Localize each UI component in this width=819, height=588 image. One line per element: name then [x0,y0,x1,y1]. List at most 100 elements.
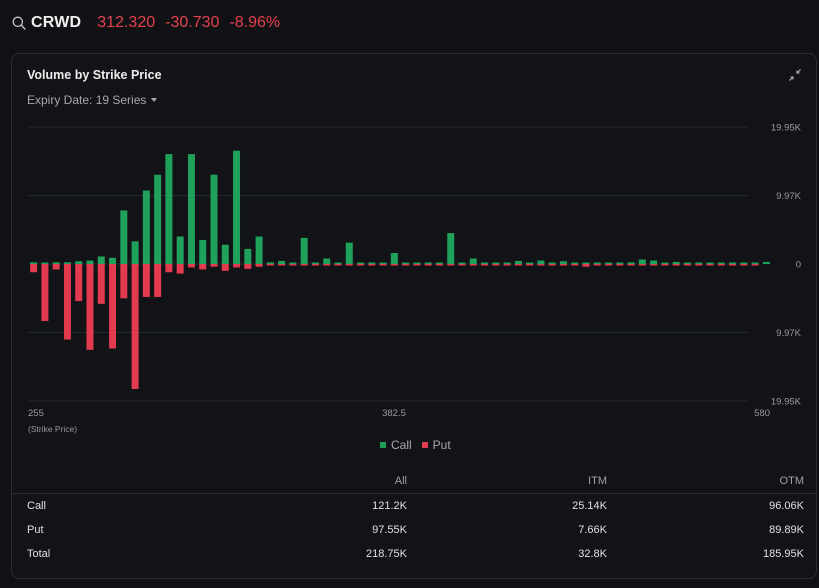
legend-item-call[interactable]: Call [380,438,412,452]
call-bar[interactable] [63,262,71,264]
put-bar[interactable] [571,264,579,266]
ticker-symbol[interactable]: CRWD [31,14,82,31]
call-bar[interactable] [52,262,60,264]
put-bar[interactable] [683,264,691,266]
call-bar[interactable] [165,154,173,264]
put-bar[interactable] [30,264,38,273]
call-bar[interactable] [221,244,229,264]
call-bar[interactable] [199,239,207,264]
put-bar[interactable] [413,264,421,266]
call-bar[interactable] [537,260,545,264]
put-bar[interactable] [661,264,669,266]
put-bar[interactable] [537,264,545,266]
put-bar[interactable] [672,264,680,266]
put-bar[interactable] [97,264,105,304]
put-bar[interactable] [289,264,297,266]
put-bar[interactable] [300,264,308,266]
put-bar[interactable] [357,264,365,266]
put-bar[interactable] [751,264,759,266]
call-bar[interactable] [120,210,128,264]
put-bar[interactable] [627,264,635,266]
call-bar[interactable] [458,262,466,265]
call-bar[interactable] [672,261,680,264]
put-bar[interactable] [492,264,500,266]
put-bar[interactable] [605,264,613,266]
call-bar[interactable] [278,260,286,264]
call-bar[interactable] [187,154,195,264]
call-bar[interactable] [424,262,432,265]
call-bar[interactable] [616,262,624,265]
put-bar[interactable] [210,264,218,267]
call-bar[interactable] [683,262,691,265]
call-bar[interactable] [514,260,522,264]
put-bar[interactable] [740,264,748,266]
put-bar[interactable] [616,264,624,266]
put-bar[interactable] [278,264,286,266]
call-bar[interactable] [582,262,590,265]
put-bar[interactable] [503,264,511,266]
call-bar[interactable] [75,261,83,264]
put-bar[interactable] [199,264,207,270]
put-bar[interactable] [447,264,455,266]
collapse-icon[interactable] [788,68,802,82]
call-bar[interactable] [244,248,252,264]
call-bar[interactable] [435,262,443,265]
call-bar[interactable] [605,262,613,265]
put-bar[interactable] [435,264,443,266]
call-bar[interactable] [289,262,297,265]
call-bar[interactable] [717,262,725,265]
call-bar[interactable] [154,174,162,264]
put-bar[interactable] [63,264,71,340]
call-bar[interactable] [255,236,263,264]
call-bar[interactable] [300,237,308,264]
call-bar[interactable] [503,262,511,265]
put-bar[interactable] [481,264,489,266]
call-bar[interactable] [176,236,184,264]
put-bar[interactable] [582,264,590,267]
legend-item-put[interactable]: Put [421,438,451,452]
call-bar[interactable] [368,262,376,265]
call-bar[interactable] [109,257,117,264]
put-bar[interactable] [368,264,376,266]
put-bar[interactable] [379,264,387,266]
put-bar[interactable] [334,264,342,266]
call-bar[interactable] [706,262,714,265]
call-bar[interactable] [729,262,737,265]
put-bar[interactable] [729,264,737,266]
put-bar[interactable] [469,264,477,266]
call-bar[interactable] [311,262,319,265]
call-bar[interactable] [86,260,94,264]
put-bar[interactable] [695,264,703,266]
put-bar[interactable] [559,264,567,266]
put-bar[interactable] [109,264,117,349]
call-bar[interactable] [548,262,556,265]
call-bar[interactable] [142,190,150,264]
put-bar[interactable] [548,264,556,266]
put-bar[interactable] [266,264,274,266]
call-bar[interactable] [131,241,139,264]
put-bar[interactable] [323,264,331,266]
call-bar[interactable] [379,262,387,265]
call-bar[interactable] [30,262,38,264]
call-bar[interactable] [334,262,342,265]
put-bar[interactable] [131,264,139,389]
call-bar[interactable] [762,261,770,264]
put-bar[interactable] [233,264,241,268]
call-bar[interactable] [390,253,398,264]
put-bar[interactable] [120,264,128,299]
call-bar[interactable] [740,262,748,265]
call-bar[interactable] [469,258,477,264]
put-bar[interactable] [514,264,522,266]
call-bar[interactable] [695,262,703,265]
put-bar[interactable] [706,264,714,266]
put-bar[interactable] [638,264,646,266]
put-bar[interactable] [311,264,319,266]
put-bar[interactable] [593,264,601,266]
call-bar[interactable] [650,260,658,264]
call-bar[interactable] [345,242,353,264]
call-bar[interactable] [402,262,410,265]
put-bar[interactable] [154,264,162,297]
call-bar[interactable] [447,233,455,264]
call-bar[interactable] [638,259,646,264]
call-bar[interactable] [97,256,105,264]
